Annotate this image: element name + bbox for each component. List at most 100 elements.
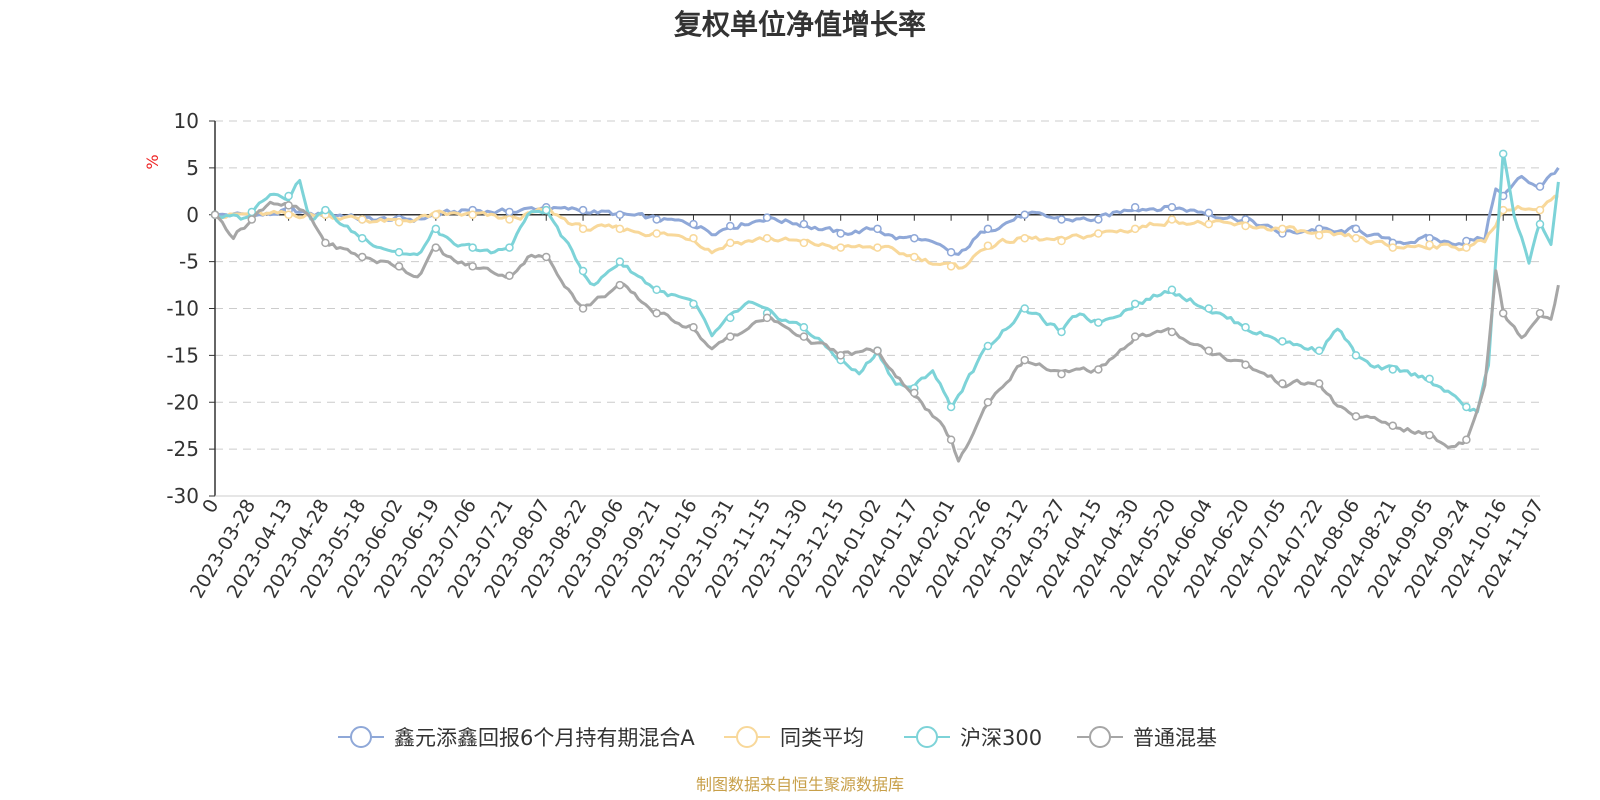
data-point [1314, 379, 1324, 388]
data-point [1278, 337, 1287, 346]
data-point [762, 233, 772, 243]
series-3 [210, 149, 1560, 414]
data-point [836, 243, 845, 252]
data-point [505, 207, 514, 217]
data-point [468, 243, 477, 252]
data-point [762, 313, 772, 323]
legend-marker [1089, 726, 1111, 748]
data-point [284, 191, 293, 201]
y-tick-label: -5 [179, 250, 199, 274]
data-point [321, 205, 330, 215]
data-point [357, 233, 367, 243]
data-point [1167, 203, 1177, 212]
data-point [1057, 327, 1066, 337]
source-note: 制图数据来自恒生聚源数据库 [696, 775, 904, 794]
data-point [1057, 236, 1066, 246]
data-point [1351, 412, 1361, 421]
data-point [1167, 285, 1177, 294]
data-point [1498, 308, 1508, 318]
data-point [983, 341, 993, 351]
legend-label: 沪深300 [960, 726, 1042, 750]
legend-label: 鑫元添鑫回报6个月持有期混合A [394, 726, 695, 750]
legend-label: 普通混基 [1133, 726, 1217, 750]
data-point [284, 201, 293, 210]
data-point [1388, 421, 1398, 430]
data-point [615, 210, 625, 219]
y-tick-labels: 10 5 0 -5 -10 -15 -20 -25 -30 [166, 109, 199, 508]
data-point [689, 233, 698, 243]
data-point [1498, 149, 1508, 159]
data-point [946, 435, 956, 444]
data-point [1204, 304, 1213, 313]
y-tick-label: -10 [166, 297, 199, 321]
data-point [799, 238, 809, 248]
data-point [983, 398, 993, 407]
data-point [1241, 323, 1250, 332]
data-point [1167, 215, 1177, 224]
data-point [542, 252, 551, 262]
data-point [247, 215, 257, 224]
data-point [1425, 240, 1434, 249]
series-2 [210, 194, 1559, 271]
data-point [394, 218, 404, 227]
chart-title: 复权单位净值增长率 [674, 8, 926, 41]
legend-item[interactable]: 沪深300 [904, 726, 1042, 750]
data-point [1462, 402, 1471, 412]
data-point [873, 346, 882, 355]
data-point [1535, 182, 1545, 191]
data-point [652, 215, 661, 224]
data-point [1020, 210, 1029, 219]
data-point [1278, 224, 1287, 234]
data-point [394, 248, 404, 257]
legend-marker [736, 726, 758, 748]
data-point [1241, 221, 1250, 231]
data-point [1535, 219, 1545, 229]
data-point [431, 224, 441, 234]
data-point [1094, 365, 1103, 374]
x-tick-labels: 02023-03-282023-04-132023-04-282023-05-1… [186, 496, 1548, 603]
data-point [431, 210, 441, 219]
data-point [836, 351, 845, 360]
data-point [1204, 208, 1213, 218]
data-point [910, 252, 919, 262]
data-point [873, 243, 882, 252]
data-point [615, 224, 625, 234]
series-4 [210, 200, 1560, 463]
data-point [357, 252, 367, 262]
data-point [1462, 243, 1471, 252]
grid-lines [215, 120, 1540, 450]
data-point [1130, 299, 1140, 309]
data-point [1351, 224, 1361, 234]
data-point [615, 257, 625, 266]
data-point [505, 215, 514, 224]
data-point [1535, 205, 1545, 215]
y-axis-unit-label: % [143, 154, 162, 169]
legend-item[interactable]: 同类平均 [724, 726, 864, 750]
y-tick-label: -15 [166, 343, 199, 367]
data-point [799, 323, 809, 332]
data-point [910, 388, 919, 398]
legend-item[interactable]: 普通混基 [1077, 726, 1217, 750]
data-point [1020, 304, 1029, 313]
data-point [505, 271, 514, 280]
data-point [799, 219, 809, 229]
data-point [578, 266, 588, 276]
data-point [505, 243, 514, 252]
data-point [762, 213, 772, 222]
data-point [1130, 224, 1140, 234]
y-tick-label: -20 [166, 390, 199, 414]
data-point [210, 210, 220, 219]
data-point [1351, 233, 1361, 243]
data-point [1094, 229, 1103, 238]
y-tick-label: -25 [166, 437, 199, 461]
series-line [213, 194, 1559, 270]
legend-item[interactable]: 鑫元添鑫回报6个月持有期混合A [338, 726, 695, 750]
data-point [1204, 219, 1213, 229]
y-tick-label: 0 [186, 203, 199, 227]
data-point [1425, 374, 1434, 384]
data-point [652, 229, 661, 238]
data-point [946, 262, 956, 271]
data-point [431, 243, 441, 252]
data-point [1020, 233, 1029, 243]
